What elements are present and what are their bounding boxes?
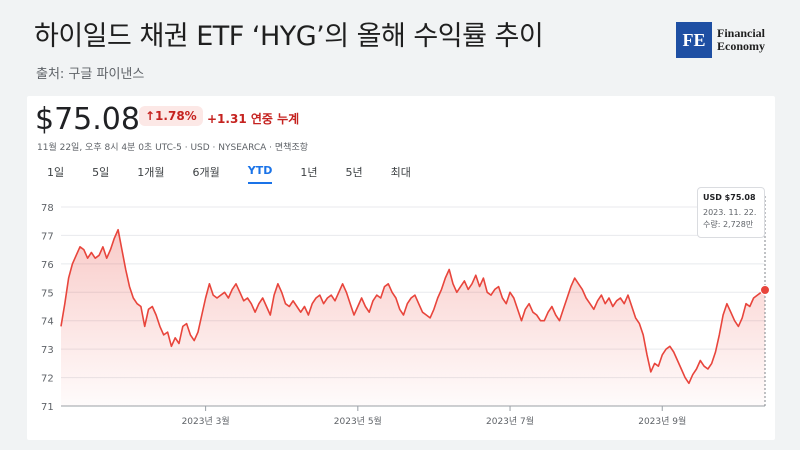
page-title: 하이일드 채권 ETF ‘HYG’의 올해 수익률 추이 [34,21,544,52]
x-tick-label: 2023년 3월 [182,415,230,427]
tooltip-date: 2023. 11. 22. [703,208,757,217]
price-chart[interactable]: 71 72 73 74 75 76 77 78 2023년 3월 2023년 5월 2023년 7월… [27,96,775,440]
series-area [61,229,765,406]
tab-1m[interactable]: 1개월 [137,166,165,179]
tab-max[interactable]: 최대 [390,166,411,179]
y-tick-label: 74 [41,317,54,328]
logo-text: Financial Economy [717,27,765,53]
x-tick-label: 2023년 5월 [334,415,382,427]
source-caption: 출처: 구글 파이낸스 [36,67,145,82]
x-tick-label: 2023년 9월 [638,415,686,427]
tab-1d[interactable]: 1일 [47,166,65,179]
change-percent-badge: ↑1.78% [139,106,203,126]
y-tick-label: 75 [41,288,54,299]
change-absolute: +1.31 연중 누계 [207,112,300,126]
quote-meta: 11월 22일, 오후 8시 4분 0초 UTC-5 · USD · NYSEA… [37,143,309,153]
tab-5y[interactable]: 5년 [345,166,363,179]
range-tabs: 1일 5일 1개월 6개월 YTD 1년 5년 최대 [47,164,439,184]
series-line [60,228,766,385]
last-point-marker [760,285,770,296]
y-tick-label: 78 [41,203,54,214]
y-tick-label: 73 [41,345,54,356]
publisher-logo: FE Financial Economy [676,22,765,58]
y-tick-label: 72 [41,374,54,385]
tooltip-volume: 수량: 2,728만 [703,220,754,229]
x-tick-label: 2023년 7월 [486,415,534,427]
hover-tooltip: USD $75.08 2023. 11. 22. 수량: 2,728만 [697,187,765,238]
tab-ytd[interactable]: YTD [247,164,273,184]
current-price: $75.08 [35,102,140,137]
tooltip-price: USD $75.08 [703,193,756,202]
y-tick-label: 71 [41,402,54,413]
y-tick-label: 77 [41,231,54,242]
quote-card: $75.08 ↑1.78% +1.31 연중 누계 11월 22일, 오후 8시… [27,96,775,440]
y-tick-label: 76 [41,260,54,271]
logo-mark: FE [676,22,712,58]
tab-6m[interactable]: 6개월 [192,166,220,179]
logo-line-2: Economy [717,39,765,53]
tab-1y[interactable]: 1년 [300,166,318,179]
logo-line-1: Financial [717,26,766,40]
tab-5d[interactable]: 5일 [92,166,110,179]
